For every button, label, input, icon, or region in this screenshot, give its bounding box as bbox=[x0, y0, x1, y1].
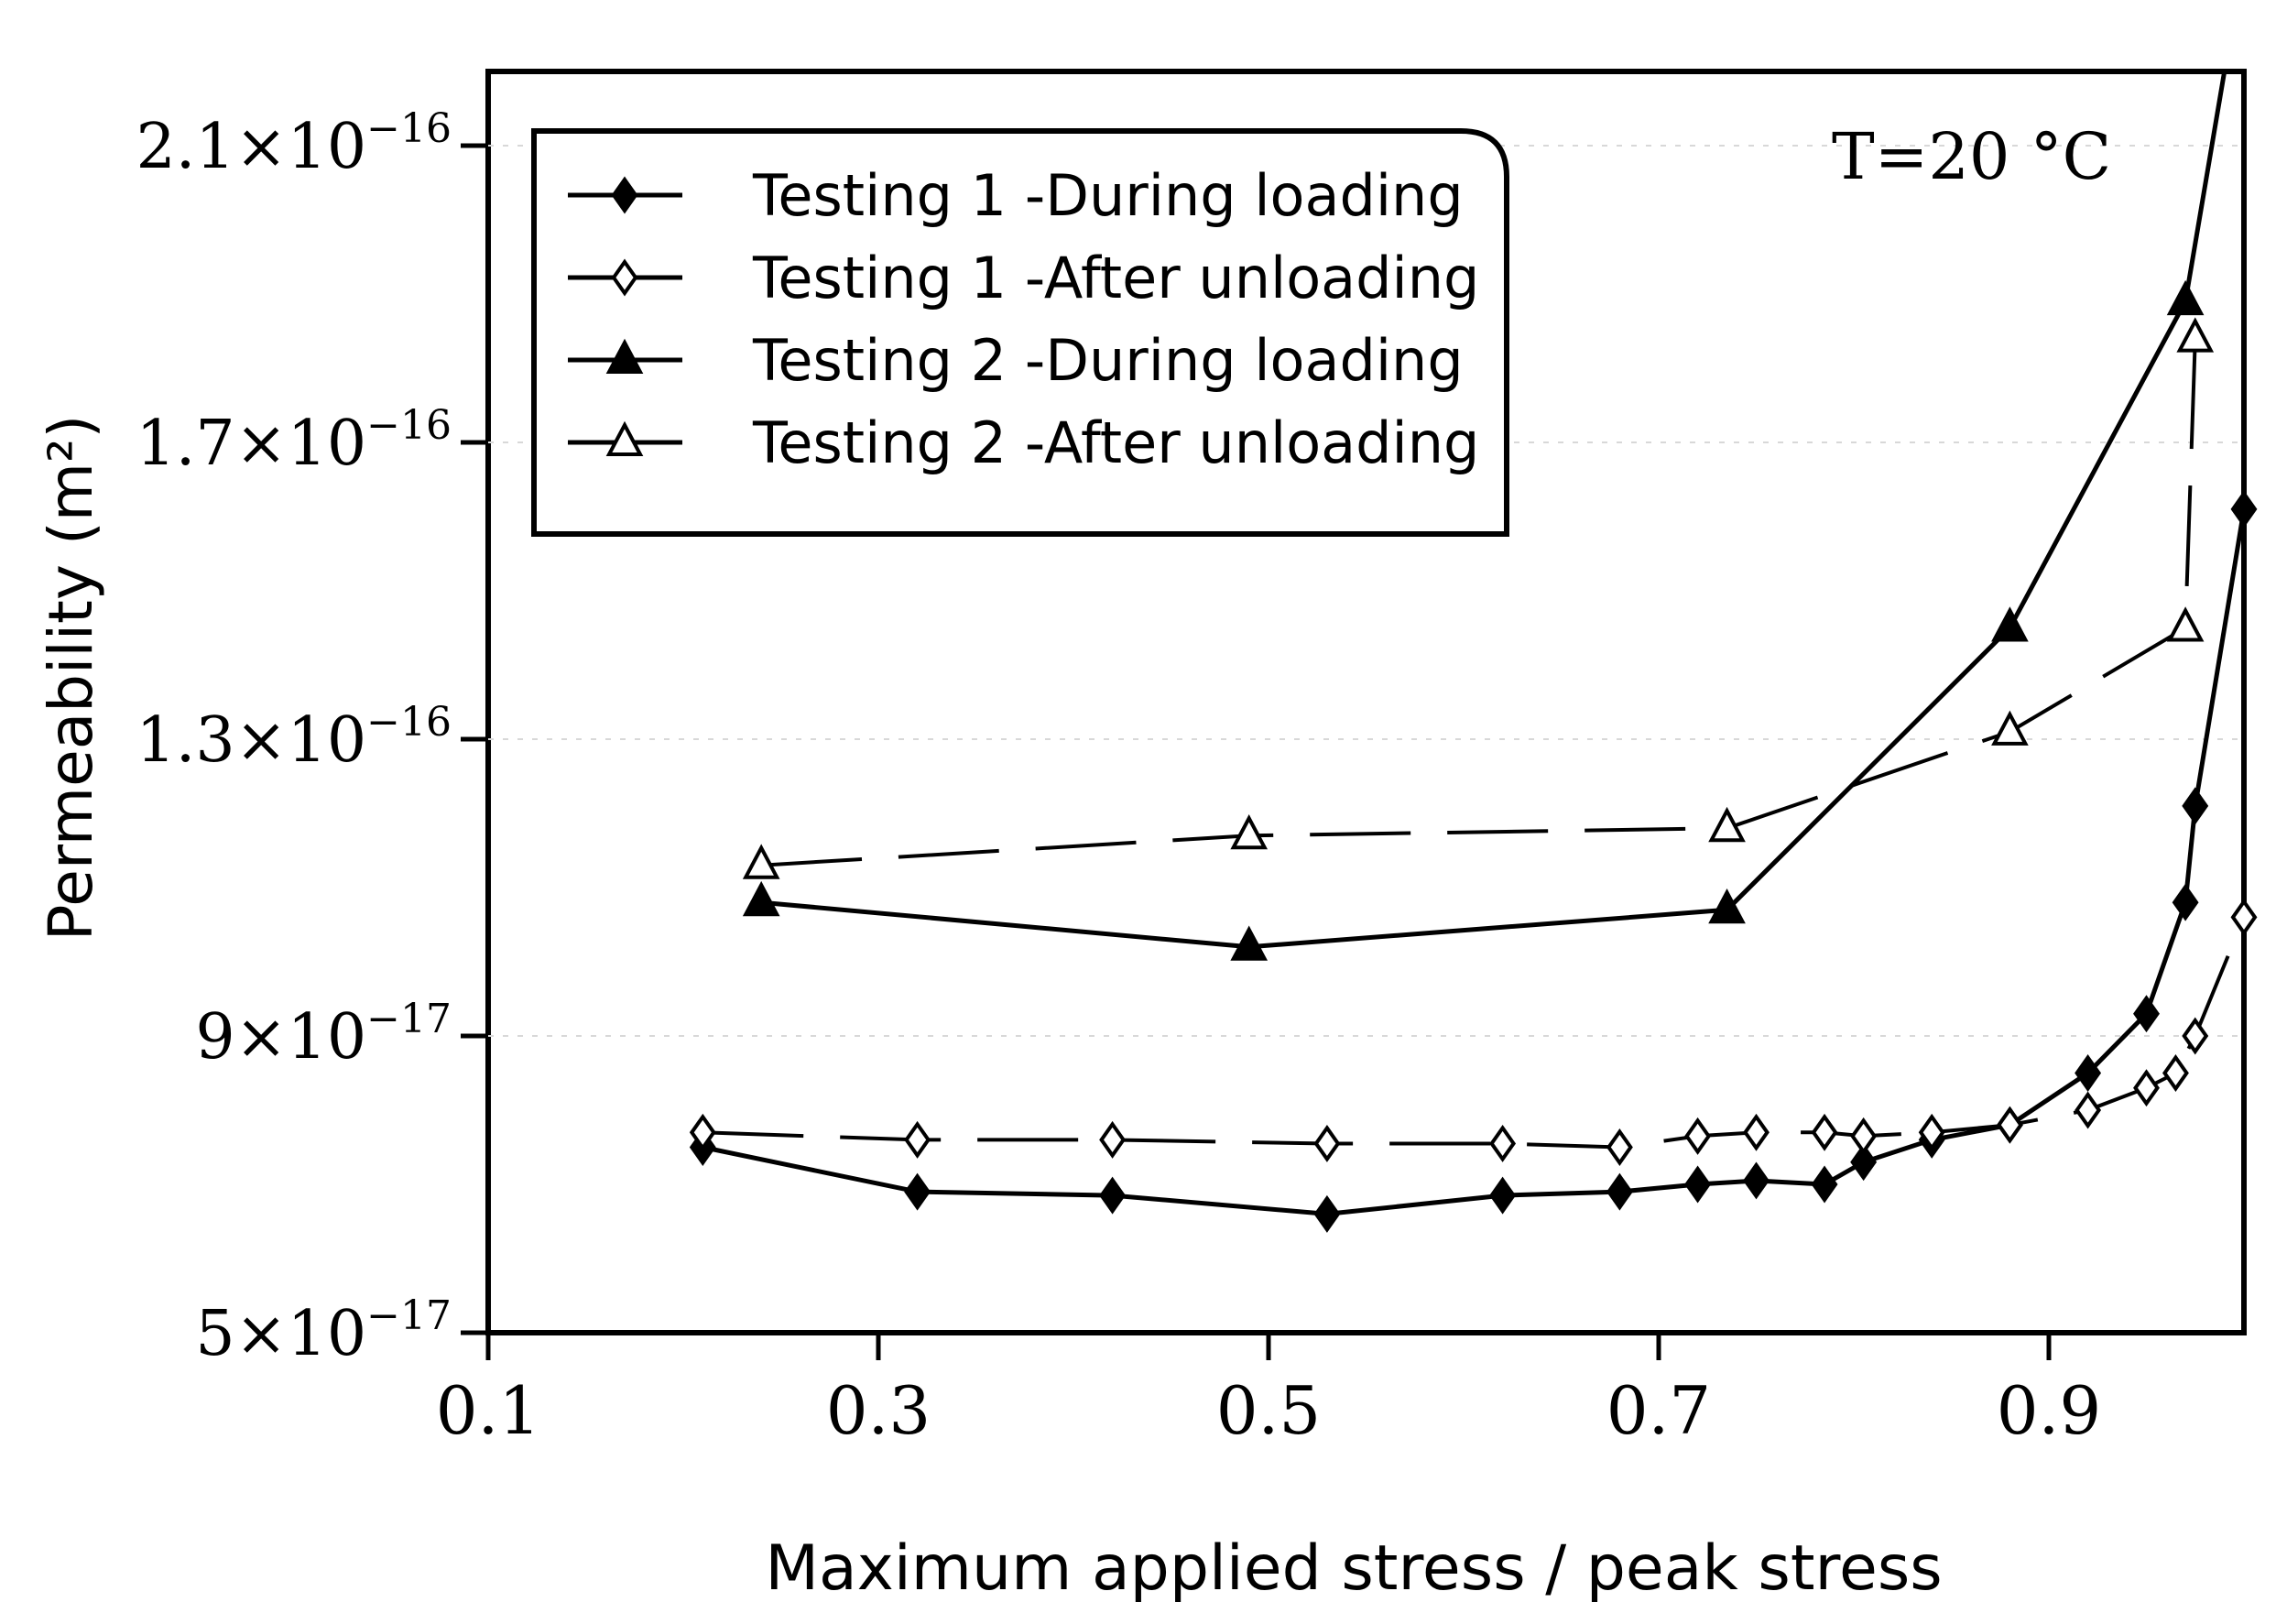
y-tick-label: 1.3×10−16 bbox=[136, 699, 452, 777]
data-point bbox=[1991, 710, 2029, 746]
x-axis: 0.1 0.3 0.5 0.7 0.9 bbox=[436, 1333, 2102, 1449]
data-point bbox=[2133, 995, 2160, 1033]
legend-item-3: Testing 2 -During loading bbox=[568, 327, 1464, 394]
series-layer bbox=[689, 71, 2258, 1233]
x-tick-label: 0.9 bbox=[1997, 1372, 2102, 1449]
data-point bbox=[2182, 1017, 2209, 1055]
data-point bbox=[1918, 1113, 1945, 1151]
y-tick-label: 2.1×10−16 bbox=[136, 105, 452, 183]
legend-item-1: Testing 1 -During loading bbox=[568, 162, 1464, 229]
data-point bbox=[2182, 787, 2209, 825]
legend-label: Testing 2 -After unloading bbox=[752, 409, 1479, 476]
data-point bbox=[904, 1120, 931, 1159]
legend-marker bbox=[605, 420, 644, 456]
data-point bbox=[2176, 317, 2215, 353]
legend-items: Testing 1 -During loading Testing 1 -Afte… bbox=[568, 162, 1479, 476]
x-tick-label: 0.7 bbox=[1606, 1372, 1712, 1449]
data-point bbox=[2133, 1069, 2160, 1107]
data-point bbox=[2166, 279, 2205, 316]
data-point bbox=[2230, 898, 2258, 936]
legend-marker bbox=[611, 176, 638, 214]
x-axis-label: Maximum applied stress / peak stress bbox=[765, 1532, 1942, 1605]
x-tick-label: 0.1 bbox=[436, 1372, 541, 1449]
data-point bbox=[2172, 883, 2199, 921]
data-point bbox=[742, 844, 780, 879]
legend-item-2: Testing 1 -After unloading bbox=[568, 245, 1479, 311]
data-point bbox=[1313, 1194, 1341, 1233]
data-point bbox=[1996, 1106, 2023, 1144]
x-tick-label: 0.5 bbox=[1216, 1372, 1322, 1449]
data-point bbox=[1606, 1128, 1633, 1166]
data-point bbox=[2166, 606, 2205, 642]
data-point bbox=[1313, 1124, 1341, 1162]
data-point bbox=[1230, 925, 1269, 961]
data-point bbox=[2230, 490, 2258, 529]
data-point bbox=[1811, 1113, 1838, 1151]
data-point bbox=[1489, 1124, 1517, 1162]
data-point bbox=[1811, 1165, 1838, 1204]
data-point bbox=[689, 1113, 716, 1151]
x-tick-label: 0.3 bbox=[826, 1372, 931, 1449]
legend: Testing 1 -During loading Testing 1 -Afte… bbox=[531, 128, 1509, 537]
data-point bbox=[904, 1172, 931, 1211]
temperature-annotation: T=20 °C bbox=[1832, 119, 2111, 194]
y-tick-label: 1.7×10−16 bbox=[136, 402, 452, 480]
data-point bbox=[1489, 1176, 1517, 1215]
legend-label: Testing 2 -During loading bbox=[752, 327, 1464, 394]
series-line bbox=[760, 71, 2227, 950]
data-point bbox=[1708, 888, 1746, 924]
data-point bbox=[742, 880, 780, 917]
data-point bbox=[2162, 1054, 2189, 1092]
y-tick-label: 5×10−17 bbox=[195, 1292, 452, 1370]
legend-marker bbox=[605, 338, 644, 374]
data-point bbox=[1684, 1117, 1712, 1155]
data-point bbox=[2075, 1054, 2102, 1092]
series-3 bbox=[742, 71, 2227, 961]
legend-item-4: Testing 2 -After unloading bbox=[568, 409, 1479, 476]
legend-label: Testing 1 -During loading bbox=[752, 162, 1464, 229]
series-2 bbox=[689, 898, 2258, 1166]
data-point bbox=[1099, 1176, 1127, 1215]
y-tick-label: 9×10−17 bbox=[195, 996, 452, 1074]
plot-frame bbox=[485, 69, 2247, 1335]
data-point bbox=[2075, 1091, 2102, 1129]
data-point bbox=[1606, 1172, 1633, 1211]
data-point bbox=[1708, 806, 1746, 843]
data-point bbox=[1850, 1143, 1878, 1182]
data-point bbox=[1230, 814, 1269, 850]
data-point bbox=[1743, 1161, 1770, 1200]
series-4 bbox=[742, 317, 2215, 879]
data-point bbox=[1991, 606, 2029, 642]
legend-marker bbox=[611, 258, 638, 297]
y-axis: 5×10−17 9×10−17 1.3×10−16 1.7×10−16 2.1×10−1… bbox=[136, 105, 488, 1370]
legend-label: Testing 1 -After unloading bbox=[752, 245, 1479, 311]
data-point bbox=[1850, 1117, 1878, 1155]
series-1 bbox=[689, 490, 2258, 1233]
data-point bbox=[1743, 1113, 1770, 1151]
legend-frame bbox=[531, 128, 1509, 537]
y-axis-label: Permeability (m²) bbox=[36, 415, 106, 941]
data-point bbox=[1099, 1120, 1127, 1159]
data-point bbox=[1684, 1165, 1712, 1204]
series-line bbox=[761, 338, 2197, 867]
